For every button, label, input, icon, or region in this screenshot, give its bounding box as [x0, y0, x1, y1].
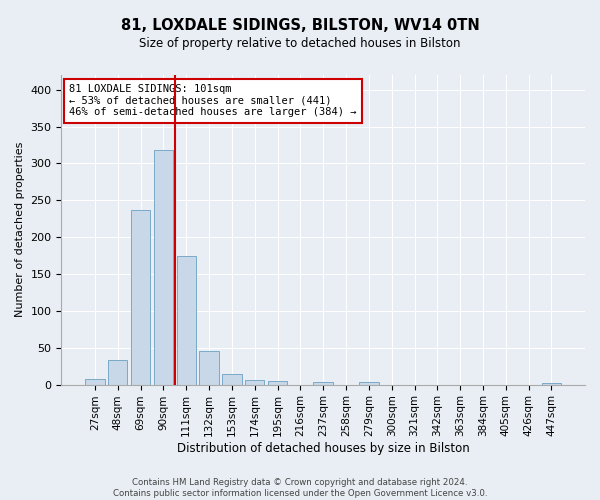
- Bar: [176, 256, 196, 384]
- Text: 81 LOXDALE SIDINGS: 101sqm
← 53% of detached houses are smaller (441)
46% of sem: 81 LOXDALE SIDINGS: 101sqm ← 53% of deta…: [69, 84, 357, 117]
- Bar: [313, 382, 333, 384]
- Bar: [154, 150, 173, 384]
- Bar: [85, 378, 104, 384]
- Bar: [222, 374, 242, 384]
- X-axis label: Distribution of detached houses by size in Bilston: Distribution of detached houses by size …: [177, 442, 470, 455]
- Text: 81, LOXDALE SIDINGS, BILSTON, WV14 0TN: 81, LOXDALE SIDINGS, BILSTON, WV14 0TN: [121, 18, 479, 32]
- Text: Contains HM Land Registry data © Crown copyright and database right 2024.
Contai: Contains HM Land Registry data © Crown c…: [113, 478, 487, 498]
- Bar: [131, 210, 150, 384]
- Bar: [199, 350, 219, 384]
- Bar: [542, 383, 561, 384]
- Bar: [245, 380, 265, 384]
- Bar: [108, 360, 127, 384]
- Bar: [268, 381, 287, 384]
- Text: Size of property relative to detached houses in Bilston: Size of property relative to detached ho…: [139, 38, 461, 51]
- Y-axis label: Number of detached properties: Number of detached properties: [15, 142, 25, 318]
- Bar: [359, 382, 379, 384]
